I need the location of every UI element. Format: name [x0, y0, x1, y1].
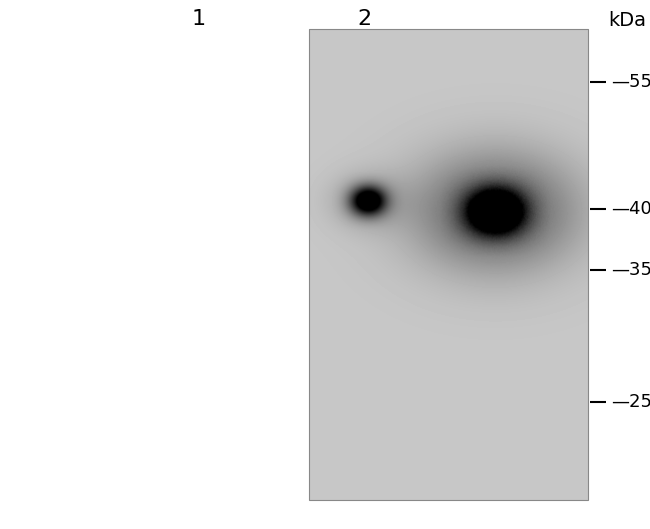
Text: —40: —40: [611, 200, 650, 218]
Text: —55: —55: [611, 73, 650, 91]
Text: 2: 2: [357, 8, 371, 29]
Text: —25: —25: [611, 393, 650, 411]
Text: kDa: kDa: [608, 11, 645, 30]
Bar: [309, 29, 588, 500]
Text: —35: —35: [611, 261, 650, 279]
Text: 1: 1: [191, 8, 205, 29]
